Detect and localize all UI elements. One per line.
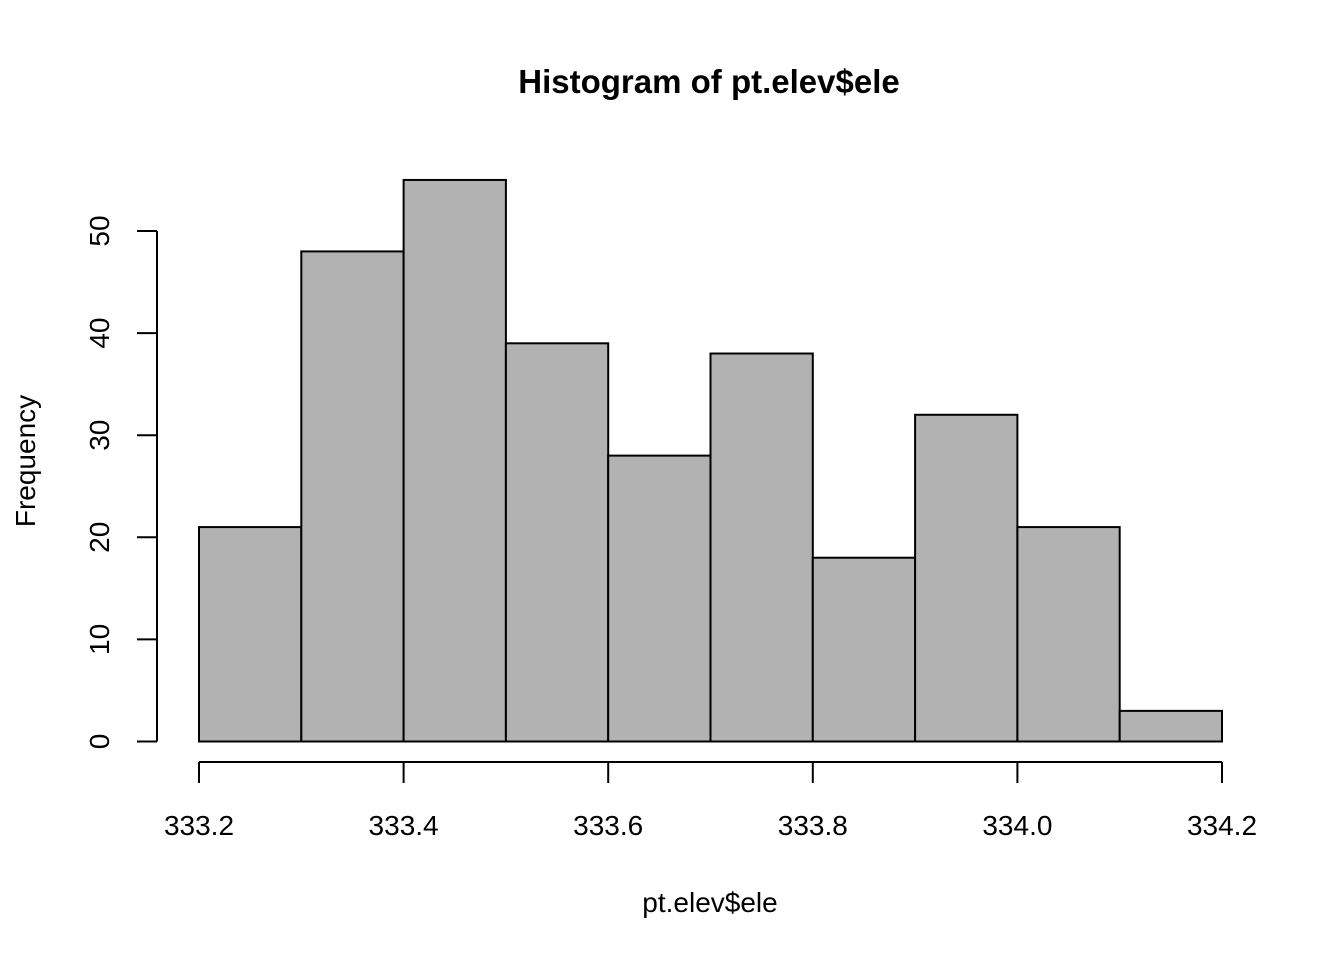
histogram-bar (300, 250, 405, 743)
y-axis: 0 10 20 30 40 50 (84, 215, 158, 750)
y-tick-label: 30 (84, 420, 115, 451)
y-tick-label: 0 (84, 734, 115, 750)
chart-title: Histogram of pt.elev$ele (518, 63, 899, 100)
x-tick-label: 333.4 (369, 810, 439, 841)
x-axis: 333.2 333.4 333.6 333.8 334.0 334.2 (164, 761, 1257, 841)
histogram-bar (607, 454, 712, 743)
histogram-bar (1118, 709, 1223, 743)
y-tick-label: 20 (84, 522, 115, 553)
histogram-bar (709, 352, 814, 743)
x-tick-label: 334.2 (1187, 810, 1257, 841)
bars-group (198, 178, 1223, 743)
histogram-bar (504, 342, 610, 743)
y-tick-label: 50 (84, 215, 115, 246)
histogram-bar (811, 556, 917, 743)
histogram-bar (402, 178, 507, 743)
y-tick-label: 40 (84, 318, 115, 349)
x-axis-label: pt.elev$ele (642, 887, 777, 918)
y-tick-label: 10 (84, 624, 115, 655)
histogram-bar (1016, 526, 1121, 743)
x-tick-label: 333.2 (164, 810, 234, 841)
histogram-bar (914, 413, 1019, 743)
x-tick-label: 334.0 (982, 810, 1052, 841)
x-tick-label: 333.8 (778, 810, 848, 841)
histogram-bar (198, 526, 303, 743)
y-axis-label: Frequency (10, 395, 41, 527)
x-tick-label: 333.6 (573, 810, 643, 841)
